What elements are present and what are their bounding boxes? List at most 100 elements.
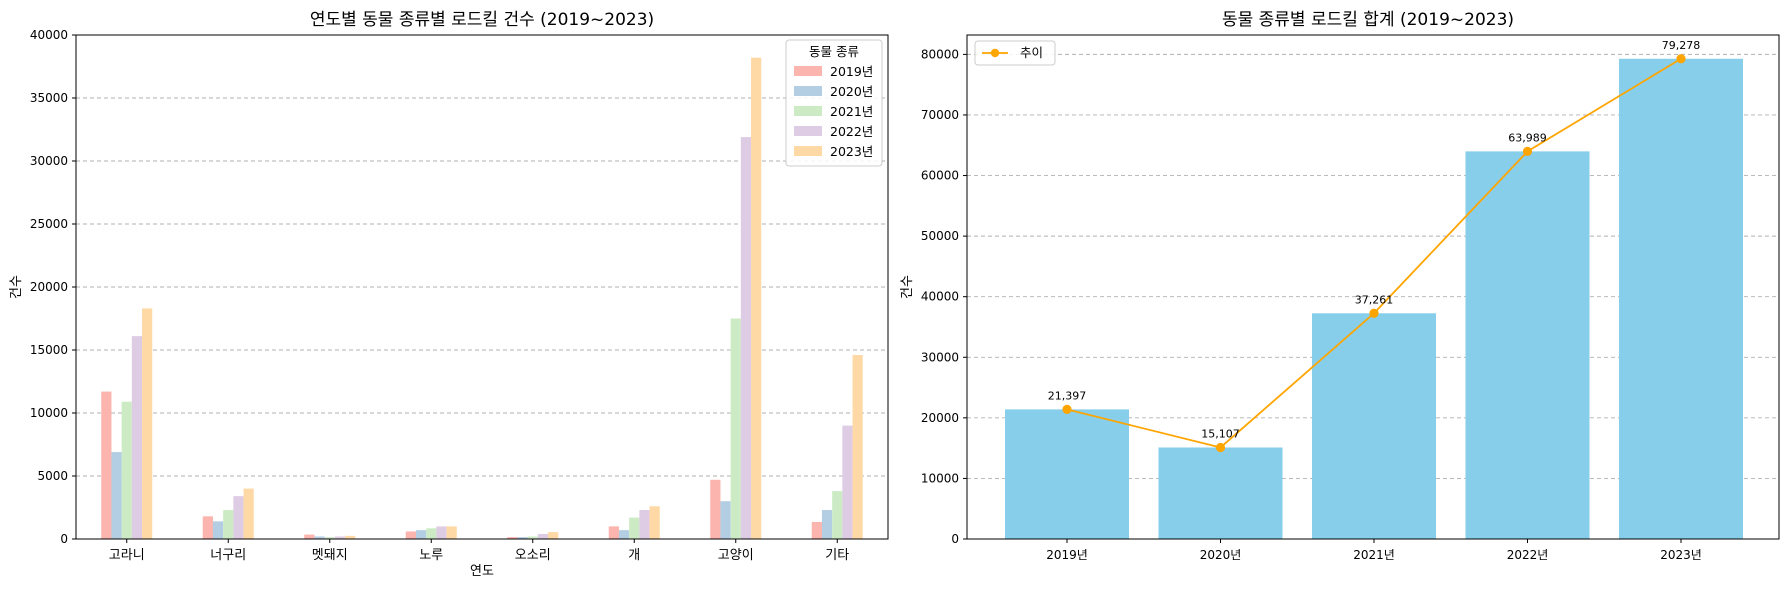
chart1-x-tick-label: 노루 xyxy=(419,548,443,563)
chart2-y-tick-label: 0 xyxy=(951,532,959,546)
chart1-legend-title: 동물 종류 xyxy=(809,44,859,59)
chart1-x-tick-label: 너구리 xyxy=(210,548,246,563)
chart1-bar xyxy=(142,308,153,539)
chart2-y-tick-label: 40000 xyxy=(921,290,959,304)
chart1-bar xyxy=(852,355,863,539)
chart2-bar xyxy=(1465,151,1590,539)
chart2-title: 동물 종류별 로드킬 합계 (2019~2023) xyxy=(1222,10,1514,30)
chart1-x-tick-label: 기타 xyxy=(825,548,849,563)
chart1-bar xyxy=(629,517,640,539)
chart1-x-label: 연도 xyxy=(470,564,494,579)
chart2-bar xyxy=(1158,447,1283,539)
chart1-bar xyxy=(101,391,112,539)
chart1-bar xyxy=(243,488,254,539)
chart2-y-ticks: 0 10000 20000 30000 40000 50000 60000 70000 8000… xyxy=(921,47,967,546)
chart1-y-tick-label: 30000 xyxy=(30,154,68,168)
chart2-trend-line xyxy=(1062,54,1686,453)
chart2-y-label: 건수 xyxy=(900,275,915,299)
chart1-y-tick-label: 5000 xyxy=(37,469,68,483)
chart1-bar xyxy=(314,536,325,539)
chart1-bar xyxy=(842,425,853,539)
chart1-bar xyxy=(720,501,731,539)
chart1-bar xyxy=(304,534,315,539)
chart1-bars xyxy=(101,57,863,540)
chart2-legend-label: 추이 xyxy=(1020,45,1043,60)
chart2-y-tick-label: 70000 xyxy=(921,108,959,122)
chart2-legend: 추이 xyxy=(974,40,1056,66)
chart1-legend-label: 2023년 xyxy=(830,144,873,159)
chart2-y-tick-label: 80000 xyxy=(921,47,959,61)
chart2-line-point xyxy=(1676,54,1686,64)
chart1-legend-label: 2020년 xyxy=(830,84,873,99)
chart2-value-labels: 21,397 15,107 37,261 63,989 79,278 xyxy=(1048,39,1701,441)
chart1-bar xyxy=(649,506,660,539)
chart1-legend: 동물 종류 2019년 2020년 2021년 2022년 2023년 xyxy=(785,39,883,167)
chart1-bar xyxy=(548,532,559,539)
chart1-y-tick-label: 40000 xyxy=(30,28,68,42)
chart1-y-tick-label: 0 xyxy=(60,532,68,546)
chart1-bar xyxy=(334,536,346,539)
chart1-y-tick-label: 10000 xyxy=(30,406,68,420)
chart2-x-tick-label: 2023년 xyxy=(1660,548,1702,562)
chart1-bar xyxy=(202,516,213,539)
chart1-legend-swatch xyxy=(794,66,822,76)
chart1-x-tick-label: 개 xyxy=(628,548,640,563)
chart1-bar xyxy=(436,526,447,539)
chart-species-by-year: 연도별 동물 종류별 로드킬 건수 (2019~2023) 0 5000 10000… xyxy=(9,10,889,579)
chart1-bar xyxy=(527,536,538,539)
chart2-bar xyxy=(1005,409,1129,539)
chart1-bar xyxy=(618,530,630,539)
chart2-y-tick-label: 60000 xyxy=(921,169,959,183)
chart1-bar xyxy=(639,510,650,539)
chart1-bar xyxy=(415,530,427,539)
chart2-y-tick-label: 20000 xyxy=(921,411,959,425)
chart1-bar xyxy=(223,510,234,539)
chart1-bar xyxy=(131,336,143,539)
chart2-data-label: 15,107 xyxy=(1201,427,1240,440)
chart1-x-tick-label: 고라니 xyxy=(109,548,145,563)
chart1-y-tick-label: 35000 xyxy=(30,91,68,105)
chart1-bar xyxy=(740,137,752,539)
chart2-line-point xyxy=(1369,308,1379,318)
chart1-legend-swatch xyxy=(794,146,822,156)
chart1-bar xyxy=(751,57,762,540)
chart1-bar xyxy=(446,526,457,539)
chart1-bar xyxy=(345,535,356,539)
chart2-data-label: 63,989 xyxy=(1508,131,1547,144)
chart2-line-point xyxy=(1215,442,1226,453)
chart1-y-ticks: 0 5000 10000 15000 20000 25000 30000 35000 40000 xyxy=(30,28,76,546)
chart1-legend-label: 2019년 xyxy=(830,64,873,79)
chart2-x-tick-label: 2019년 xyxy=(1046,548,1088,562)
chart1-bar xyxy=(832,491,843,539)
chart1-bar xyxy=(212,521,224,539)
chart1-y-tick-label: 15000 xyxy=(30,343,68,357)
chart1-bar xyxy=(730,318,741,539)
chart2-bar xyxy=(1619,58,1743,539)
chart1-bar xyxy=(233,496,244,539)
chart1-bar xyxy=(121,401,132,539)
chart1-legend-label: 2022년 xyxy=(830,124,873,139)
chart2-data-label: 21,397 xyxy=(1048,389,1087,402)
chart1-legend-swatch xyxy=(794,126,822,136)
chart2-x-tick-label: 2022년 xyxy=(1507,548,1549,562)
chart1-legend-swatch xyxy=(794,106,822,116)
chart2-x-tick-label: 2021년 xyxy=(1353,548,1395,562)
chart1-y-tick-label: 20000 xyxy=(30,280,68,294)
chart1-x-tick-label: 오소리 xyxy=(515,548,551,563)
chart1-legend-label: 2021년 xyxy=(830,104,873,119)
chart1-title: 연도별 동물 종류별 로드킬 건수 (2019~2023) xyxy=(310,10,654,30)
chart2-y-tick-label: 10000 xyxy=(921,471,959,485)
chart1-x-ticks: 고라니 너구리 멧돼지 노루 오소리 개 고양이 기타 xyxy=(109,539,849,563)
chart1-bar xyxy=(537,533,549,539)
chart2-bars xyxy=(1005,58,1743,539)
chart2-data-label: 79,278 xyxy=(1662,39,1701,52)
chart2-frame xyxy=(966,34,1780,540)
chart1-bar xyxy=(324,537,335,539)
chart2-legend-marker-swatch xyxy=(990,48,1000,58)
chart1-bar xyxy=(507,537,518,539)
chart1-bar xyxy=(111,452,122,539)
chart1-bar xyxy=(405,531,416,539)
chart1-bar xyxy=(426,528,437,539)
chart2-x-ticks: 2019년 2020년 2021년 2022년 2023년 xyxy=(1046,539,1702,562)
